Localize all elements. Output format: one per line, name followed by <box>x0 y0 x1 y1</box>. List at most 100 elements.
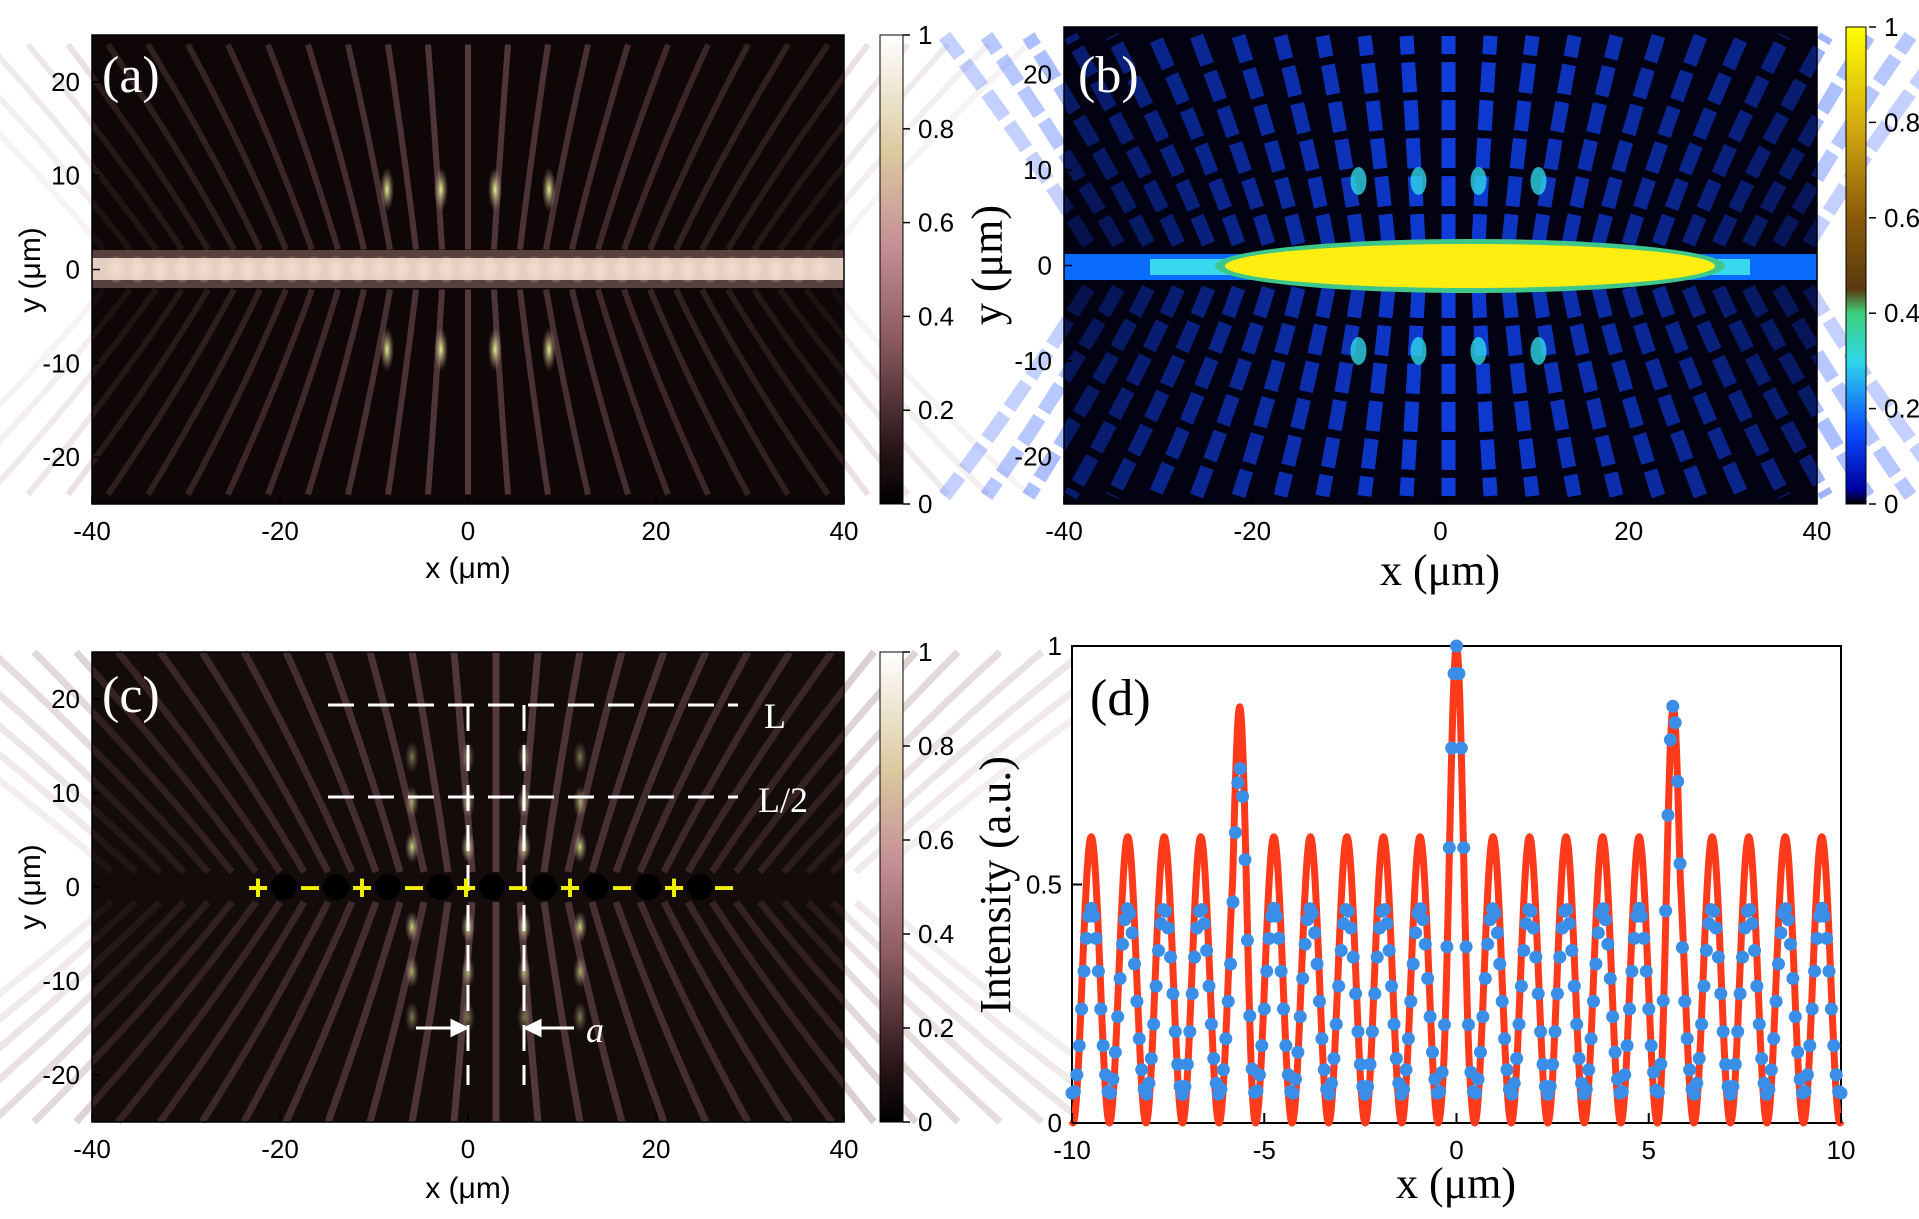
data-point <box>1562 917 1576 930</box>
data-point <box>1140 1087 1153 1101</box>
panel-b-fringes <box>938 31 1919 501</box>
fringe <box>569 43 631 251</box>
data-point <box>1560 903 1574 917</box>
data-point <box>1185 987 1199 1001</box>
panel-d-xlabel: x (μm) <box>1396 1159 1516 1208</box>
data-point <box>1089 931 1103 945</box>
panel-c-colorbar-ticks: 1 0.8 0.6 0.4 0.2 0 <box>903 637 954 1137</box>
data-point <box>1784 937 1797 951</box>
fringe <box>1399 287 1426 497</box>
fringe <box>725 42 871 252</box>
data-point <box>1582 1063 1596 1077</box>
colorbar-tick-label: 0.8 <box>918 731 954 761</box>
data-point <box>1654 1057 1668 1071</box>
y-tick-label: 20 <box>51 684 80 714</box>
data-point <box>1478 972 1492 985</box>
fringe <box>1357 287 1396 497</box>
data-point <box>1625 964 1639 978</box>
fringe <box>1501 35 1540 245</box>
data-point <box>1240 933 1254 947</box>
bead <box>583 874 609 900</box>
data-point <box>1195 903 1209 917</box>
fringe <box>0 94 133 252</box>
fringe <box>699 42 831 251</box>
data-point <box>1204 1017 1218 1031</box>
fringe <box>636 650 752 874</box>
data-point <box>1147 1017 1161 1031</box>
colorbar-tick-label: 0 <box>1884 489 1898 519</box>
data-point <box>1207 1052 1221 1065</box>
data-point <box>1500 1063 1514 1077</box>
data-point <box>1553 950 1567 964</box>
fringe <box>805 649 1045 875</box>
fringe <box>612 650 710 874</box>
cyan-spot <box>1410 167 1427 195</box>
data-point <box>1656 994 1670 1008</box>
panel-a-y-ticks: 20 10 0 -10 -20 <box>42 67 100 472</box>
fringe <box>65 287 211 497</box>
data-point <box>1534 1025 1548 1039</box>
data-point <box>1416 913 1430 927</box>
data-point <box>1596 902 1610 916</box>
y-tick-label: -20 <box>1014 441 1052 471</box>
fringe <box>1651 33 1749 247</box>
data-point <box>1243 1009 1257 1023</box>
data-point <box>1171 1057 1185 1071</box>
data-point <box>1197 917 1211 930</box>
data-point <box>1570 1017 1584 1031</box>
y-tick-label: 20 <box>1023 60 1052 90</box>
fringe <box>1022 32 1155 248</box>
data-point <box>1180 1057 1194 1071</box>
data-point <box>1221 994 1235 1008</box>
colorbar-tick-label: 0.4 <box>1884 298 1919 328</box>
fringe <box>1531 34 1582 246</box>
label-a: a <box>586 1010 604 1050</box>
panel-a-bright-line <box>92 258 844 280</box>
fringe <box>185 43 289 251</box>
data-point <box>1752 1017 1766 1031</box>
x-tick-label: -20 <box>1233 516 1271 546</box>
fringe <box>425 289 445 495</box>
fringe <box>0 899 211 1120</box>
fringe <box>1315 34 1366 246</box>
data-point <box>1606 1010 1620 1024</box>
y-tick-label: -20 <box>42 442 80 472</box>
colorbar-tick-label: 0.2 <box>918 395 954 425</box>
fringe <box>1591 33 1666 246</box>
bright-spot <box>380 167 394 212</box>
panel-d-x-ticks: -10 -5 0 5 10 <box>1053 1113 1855 1165</box>
fringe <box>636 900 752 1124</box>
data-point <box>1536 1057 1550 1071</box>
fringe <box>1273 34 1336 246</box>
panel-b-x-ticks: -40 -20 0 20 40 <box>1045 496 1831 546</box>
data-point <box>1293 1010 1307 1024</box>
x-tick-label: 5 <box>1642 1135 1656 1165</box>
fringe <box>1712 285 1833 500</box>
data-point <box>1433 1085 1447 1098</box>
fringe <box>673 42 791 251</box>
fringe <box>684 900 835 1125</box>
data-point <box>1695 1017 1709 1031</box>
fringe <box>1148 33 1246 247</box>
data-point <box>1639 964 1653 978</box>
panel-c-x-ticks: -40 -20 0 20 40 <box>73 1114 858 1164</box>
data-point <box>1298 937 1312 951</box>
fringe <box>1651 285 1749 499</box>
data-point <box>1651 1085 1665 1099</box>
panel-a-colorbar-ticks: 1 0.8 0.6 0.4 0.2 0 <box>903 20 954 519</box>
panel-c-dashed-lines <box>328 703 738 1085</box>
label-L-half: L/2 <box>758 780 808 820</box>
experiment-dots <box>1065 639 1848 1101</box>
panel-c: L L/2 a + − + − + − + − + − (c) -40 -20 0 20 40 20100… <box>0 637 1170 1205</box>
data-point <box>1332 979 1346 993</box>
data-point <box>1824 1002 1838 1016</box>
fringe <box>673 288 791 497</box>
panel-b-yellow-core <box>1225 244 1715 288</box>
data-point <box>1690 1076 1704 1090</box>
fringe <box>1621 33 1708 247</box>
plus-sign: + <box>247 867 268 908</box>
fringe <box>938 284 1095 501</box>
data-point <box>1635 909 1648 923</box>
data-point <box>1361 1080 1375 1093</box>
